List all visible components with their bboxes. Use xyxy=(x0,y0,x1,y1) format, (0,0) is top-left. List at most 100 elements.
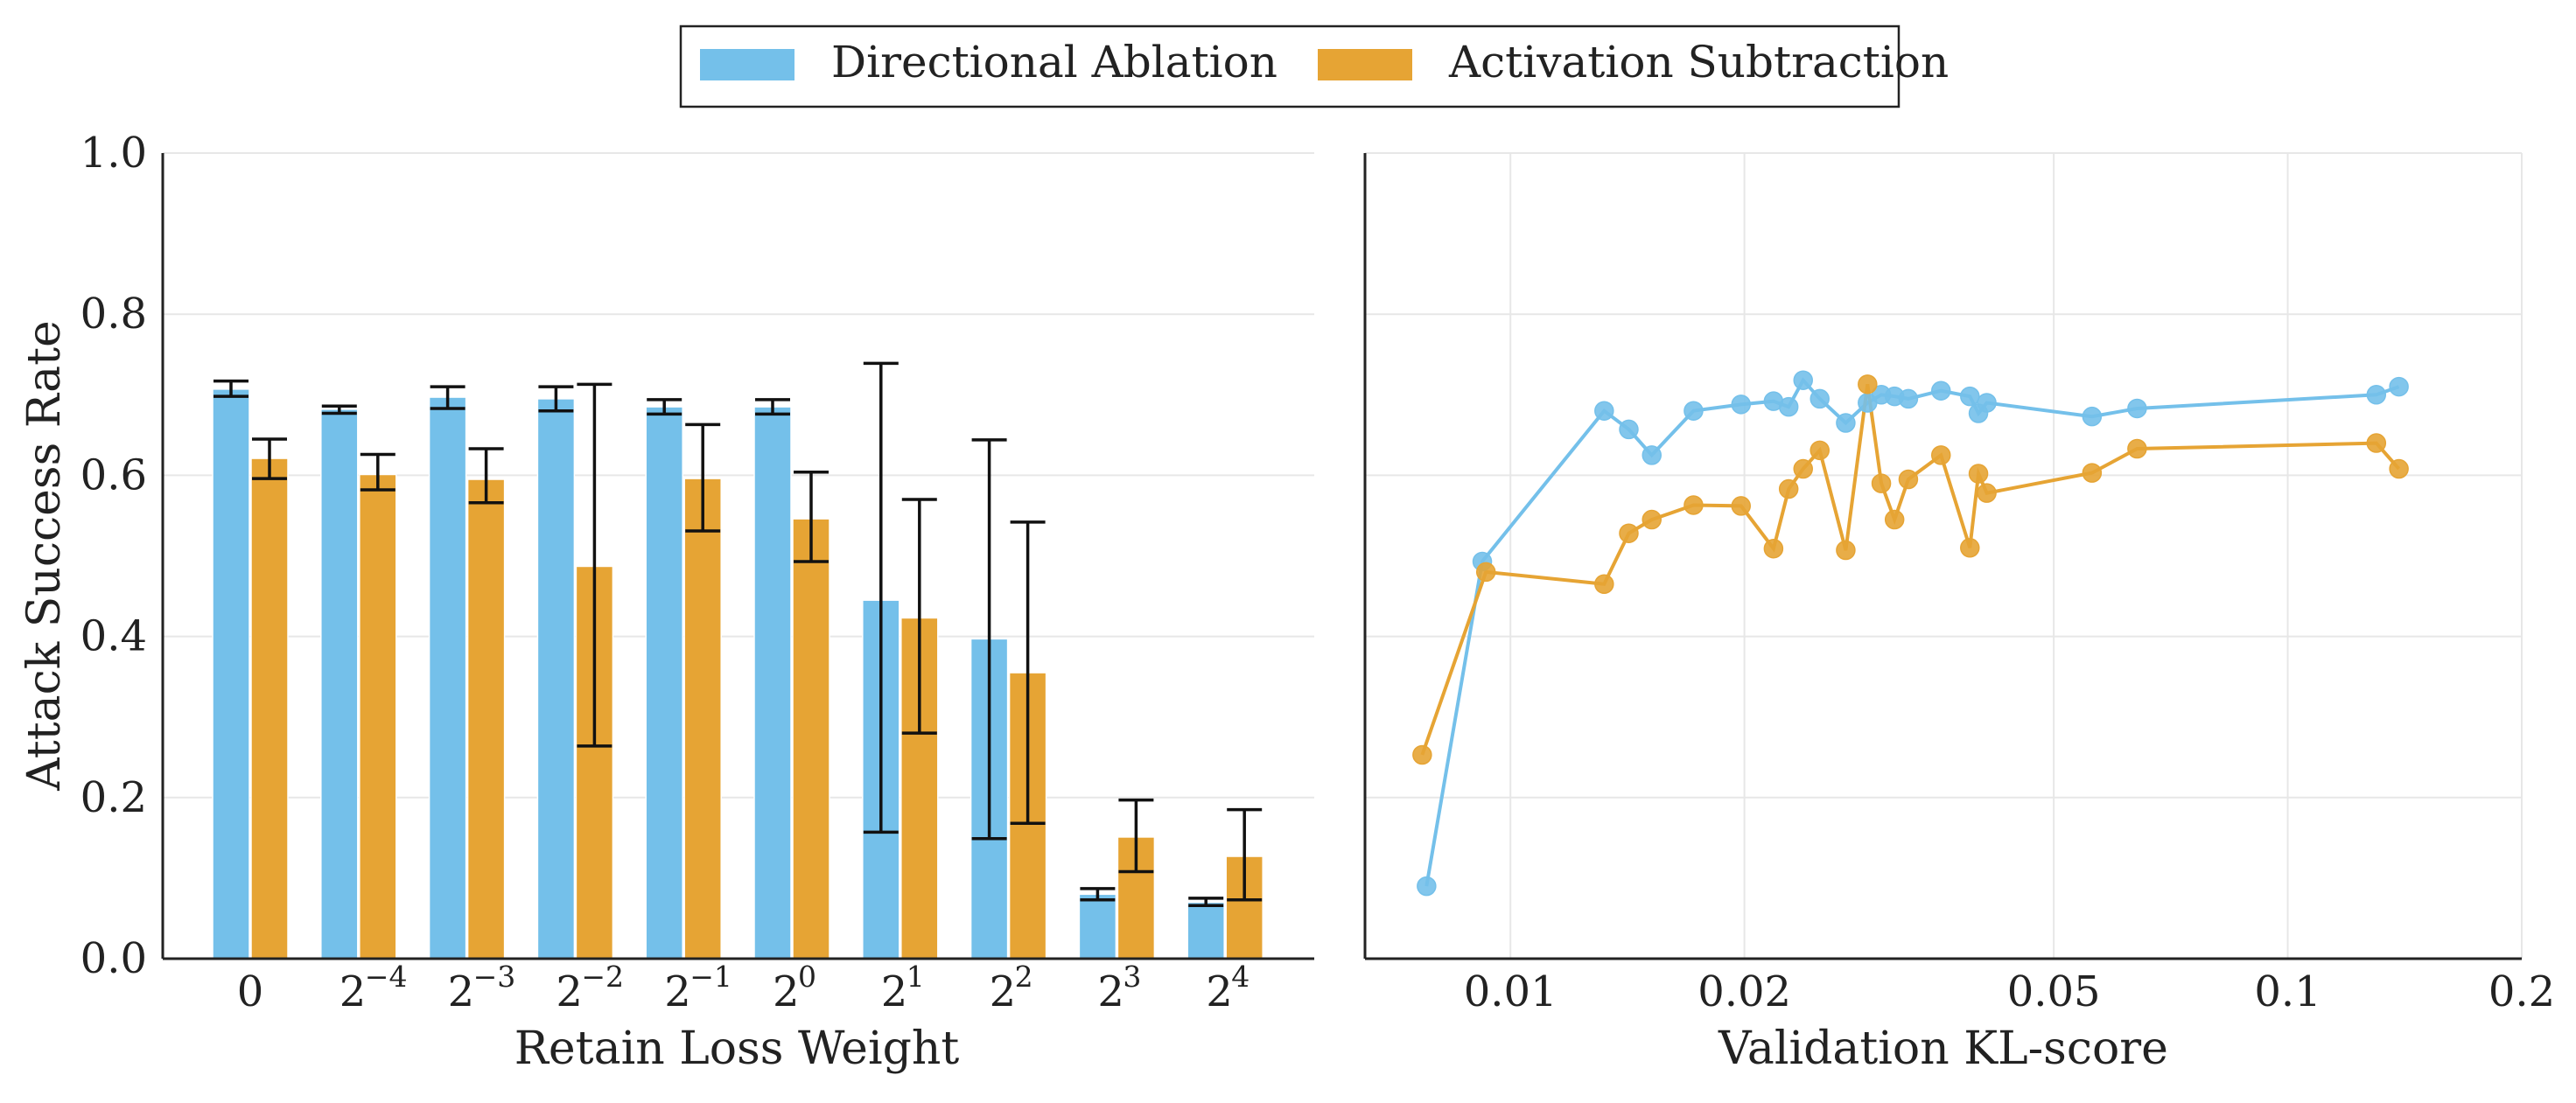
legend-label-directional-ablation: Directional Ablation xyxy=(831,37,1278,87)
bar-directional-ablation xyxy=(428,396,467,960)
point-directional-ablation xyxy=(2127,398,2147,419)
point-directional-ablation xyxy=(1684,401,1704,421)
left-y-tick-label: 0.8 xyxy=(80,290,147,339)
left-y-ticks: 0.0 0.2 0.4 0.6 0.8 1.0 xyxy=(80,129,147,983)
left-errorbars xyxy=(214,361,1263,907)
point-directional-ablation xyxy=(1931,380,1951,401)
bar-activation-subtraction xyxy=(359,473,397,960)
left-x-tick-label: 2 xyxy=(340,967,367,1016)
left-x-tick-exponent: 1 xyxy=(906,960,925,994)
left-x-tick-exponent: −1 xyxy=(690,960,732,994)
bar-activation-subtraction xyxy=(792,518,830,960)
left-x-tick-label: 2 xyxy=(773,967,800,1016)
errorbar xyxy=(647,398,682,416)
left-y-tick-label: 0.0 xyxy=(80,934,147,983)
point-activation-subtraction xyxy=(1412,744,1432,765)
left-y-tick-label: 1.0 xyxy=(80,129,147,178)
left-x-tick-exponent: 3 xyxy=(1123,960,1141,994)
point-directional-ablation xyxy=(1642,445,1662,465)
errorbar xyxy=(901,498,937,735)
point-activation-subtraction xyxy=(1810,440,1830,461)
right-x-tick-label: 0.05 xyxy=(2007,967,2101,1016)
right-x-ticks: 0.01 0.02 0.05 0.1 0.2 xyxy=(1464,967,2555,1016)
right-grid xyxy=(1365,152,2523,960)
point-activation-subtraction xyxy=(1475,562,1496,583)
bar-activation-subtraction xyxy=(466,478,506,960)
point-activation-subtraction xyxy=(1884,509,1905,530)
right-x-tick-label: 0.02 xyxy=(1698,967,1791,1016)
point-activation-subtraction xyxy=(1931,445,1951,465)
left-x-axis-label: Retain Loss Weight xyxy=(514,1023,960,1075)
point-activation-subtraction xyxy=(2389,458,2409,479)
bar-directional-ablation xyxy=(753,406,792,960)
legend-swatch-directional-ablation xyxy=(700,49,794,80)
point-activation-subtraction xyxy=(2366,433,2387,453)
errorbar xyxy=(468,447,504,505)
errorbar xyxy=(214,379,248,398)
bar-directional-ablation xyxy=(536,398,576,960)
errorbar xyxy=(863,361,899,834)
errorbar xyxy=(1227,807,1263,902)
point-activation-subtraction xyxy=(2127,438,2147,459)
errorbar xyxy=(1188,897,1224,907)
errorbar xyxy=(321,404,357,415)
left-x-tick-label: 2 xyxy=(1206,967,1233,1016)
left-y-tick-label: 0.2 xyxy=(80,773,147,822)
right-series-lines xyxy=(1420,377,2401,887)
right-x-tick-label: 0.2 xyxy=(2488,967,2555,1016)
bar-activation-subtraction xyxy=(250,457,289,960)
errorbar xyxy=(971,438,1007,841)
errorbar xyxy=(1010,520,1046,826)
left-x-tick-exponent: 4 xyxy=(1231,960,1250,994)
point-directional-ablation xyxy=(1594,401,1614,421)
point-activation-subtraction xyxy=(1642,509,1662,530)
errorbar xyxy=(1118,798,1154,874)
left-x-tick-label: 2 xyxy=(990,967,1017,1016)
right-x-tick-label: 0.1 xyxy=(2254,967,2320,1016)
point-activation-subtraction xyxy=(1836,540,1856,561)
left-y-tick-label: 0.4 xyxy=(80,612,147,661)
bar-directional-ablation xyxy=(320,408,359,960)
legend: Directional Ablation Activation Subtract… xyxy=(679,24,1949,108)
point-directional-ablation xyxy=(2366,385,2387,405)
left-x-tick-exponent: −2 xyxy=(581,960,624,994)
point-directional-ablation xyxy=(1898,388,1919,409)
legend-label-activation-subtraction: Activation Subtraction xyxy=(1448,37,1949,87)
point-activation-subtraction xyxy=(1977,483,1997,503)
left-x-tick-exponent: −4 xyxy=(365,960,408,994)
errorbar xyxy=(430,385,466,410)
right-panel: 0.01 0.02 0.05 0.1 0.2 Validation KL-score xyxy=(1363,152,2555,1075)
point-activation-subtraction xyxy=(1684,495,1704,515)
point-directional-ablation xyxy=(1977,393,1997,413)
point-directional-ablation xyxy=(1836,413,1856,433)
point-directional-ablation xyxy=(1960,386,1980,407)
left-panel: 0.00.20.40.60.81.0 0 2−4 2−3 2−2 2−1 20 21 22 23… xyxy=(18,129,1314,1075)
point-activation-subtraction xyxy=(1763,538,1784,559)
point-activation-subtraction xyxy=(1871,473,1892,493)
left-x-tick-exponent: 2 xyxy=(1015,960,1033,994)
right-series-points xyxy=(1412,370,2409,897)
point-directional-ablation xyxy=(2389,376,2409,397)
bar-directional-ablation xyxy=(645,406,683,960)
point-activation-subtraction xyxy=(1968,464,1989,484)
left-x-tick-label: 2 xyxy=(664,967,691,1016)
point-directional-ablation xyxy=(1778,396,1799,417)
left-x-tick-exponent: 0 xyxy=(798,960,816,994)
left-x-ticks: 0 2−4 2−3 2−2 2−1 20 21 22 23 24 xyxy=(237,960,1250,1016)
errorbar xyxy=(685,422,721,533)
bar-directional-ablation xyxy=(212,388,250,960)
point-activation-subtraction xyxy=(1731,496,1752,516)
errorbar xyxy=(577,382,612,748)
point-directional-ablation xyxy=(1417,876,1437,897)
point-activation-subtraction xyxy=(2082,463,2103,483)
bar-directional-ablation xyxy=(1078,893,1117,960)
point-directional-ablation xyxy=(1793,370,1813,390)
point-activation-subtraction xyxy=(1594,574,1614,594)
point-activation-subtraction xyxy=(1898,469,1919,490)
errorbar xyxy=(755,398,790,416)
left-x-tick-label: 2 xyxy=(448,967,475,1016)
left-y-axis-label: Attack Success Rate xyxy=(18,320,71,792)
legend-swatch-activation-subtraction xyxy=(1318,49,1412,80)
left-y-tick-label: 0.6 xyxy=(80,450,147,499)
bar-activation-subtraction xyxy=(683,478,722,960)
